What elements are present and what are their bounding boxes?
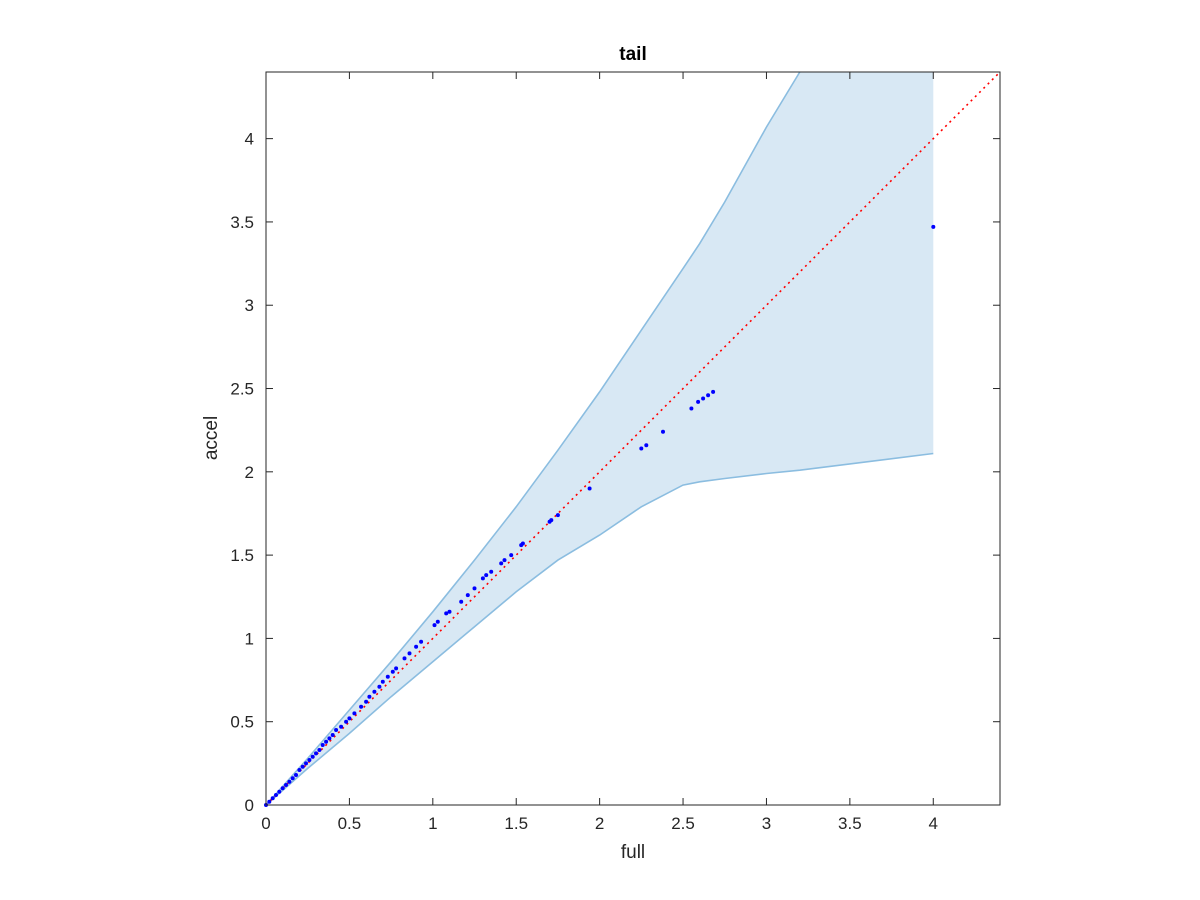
- data-point: [414, 644, 419, 649]
- data-point: [274, 793, 278, 797]
- y-tick-label: 3.5: [230, 213, 254, 232]
- data-point: [931, 224, 936, 229]
- data-point: [314, 751, 318, 756]
- data-point: [297, 768, 302, 772]
- data-point: [549, 518, 554, 523]
- data-point: [465, 593, 470, 598]
- x-axis-label: full: [621, 842, 645, 863]
- chart-title: tail: [619, 44, 646, 65]
- band-upper-edge: [265, 71, 801, 806]
- y-tick-label: 0.5: [230, 713, 254, 732]
- data-point: [320, 743, 325, 747]
- data-point: [489, 569, 494, 574]
- data-points: [264, 224, 936, 807]
- x-tick-label: 0.5: [338, 814, 362, 833]
- data-point: [367, 694, 372, 699]
- data-point: [385, 674, 390, 679]
- data-point: [419, 639, 424, 644]
- data-point: [290, 776, 295, 781]
- x-tick-label: 3: [762, 814, 771, 833]
- y-tick-label: 2: [245, 463, 254, 482]
- data-point: [294, 773, 298, 777]
- y-axis-label: accel: [201, 416, 222, 460]
- y-tick-label: 0: [245, 796, 254, 815]
- data-point: [402, 656, 407, 661]
- data-point: [317, 748, 322, 752]
- data-point: [310, 754, 315, 759]
- data-point: [352, 711, 357, 716]
- x-tick-label: 1.5: [504, 814, 528, 833]
- data-point: [644, 443, 649, 448]
- band-fill: [266, 72, 934, 805]
- data-point: [484, 573, 489, 578]
- data-point: [359, 704, 364, 709]
- data-point: [639, 446, 644, 451]
- data-point: [377, 684, 382, 689]
- data-point: [380, 679, 385, 684]
- data-point: [394, 666, 399, 671]
- data-point: [334, 728, 339, 732]
- y-axis-ticks: 0 0.5 1 1.5 2 2.5 3 3.5 4: [230, 130, 1000, 815]
- data-point: [661, 429, 665, 434]
- data-point: [339, 724, 344, 729]
- data-point: [706, 393, 711, 398]
- data-point: [696, 399, 701, 404]
- data-point: [480, 576, 485, 581]
- data-point: [287, 779, 292, 784]
- reference-line: [265, 71, 1001, 806]
- data-point: [347, 716, 352, 721]
- data-point: [372, 689, 377, 694]
- band-lower-edge: [265, 452, 934, 806]
- reference-line-group: [265, 71, 1001, 806]
- data-point: [407, 651, 412, 656]
- data-point: [432, 623, 437, 628]
- data-point: [307, 758, 312, 762]
- x-tick-label: 1: [428, 814, 437, 833]
- data-point: [472, 586, 477, 591]
- data-point: [390, 669, 395, 674]
- data-point: [280, 786, 285, 791]
- confidence-band: [265, 71, 934, 806]
- data-point: [447, 609, 452, 614]
- data-point: [459, 599, 464, 604]
- x-tick-label: 4: [929, 814, 938, 833]
- y-tick-label: 3: [245, 296, 254, 315]
- y-tick-label: 4: [245, 130, 254, 149]
- data-point: [502, 558, 507, 563]
- data-point: [435, 619, 440, 624]
- data-point: [520, 541, 525, 546]
- y-tick-label: 1: [245, 629, 254, 648]
- data-point: [689, 406, 694, 411]
- data-point: [711, 389, 716, 394]
- data-point: [330, 733, 335, 737]
- data-point: [277, 789, 282, 794]
- axes-box: [265, 71, 1001, 806]
- data-point: [324, 739, 329, 744]
- data-point: [284, 783, 288, 787]
- data-point: [344, 719, 349, 724]
- x-tick-label: 3.5: [838, 814, 862, 833]
- data-point: [444, 611, 449, 616]
- x-tick-label: 0: [261, 814, 270, 833]
- data-point: [304, 761, 308, 766]
- data-point: [555, 513, 560, 518]
- data-point: [509, 553, 514, 558]
- data-point: [270, 796, 275, 801]
- plot-area: 0 0.5 1 1.5 2 2.5 3 3.5 4 0 0.5 1 1.5 2 2.5 3 3.5 4: [230, 71, 1001, 833]
- data-point: [327, 736, 332, 741]
- y-tick-label: 1.5: [230, 546, 254, 565]
- data-point: [300, 764, 305, 769]
- x-tick-label: 2: [595, 814, 604, 833]
- data-point: [267, 799, 272, 804]
- data-point: [499, 561, 504, 566]
- x-tick-label: 2.5: [671, 814, 695, 833]
- data-point: [701, 396, 706, 401]
- data-point: [364, 699, 369, 704]
- data-point: [587, 486, 592, 491]
- x-axis-ticks: 0 0.5 1 1.5 2 2.5 3 3.5 4: [261, 72, 938, 833]
- y-tick-label: 2.5: [230, 380, 254, 399]
